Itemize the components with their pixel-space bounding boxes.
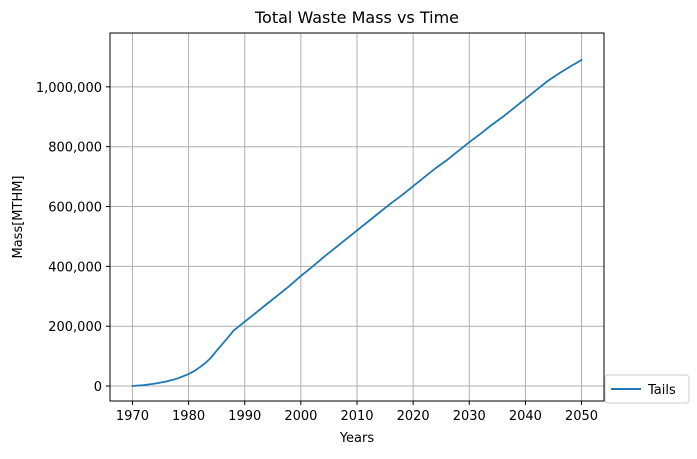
- legend-box: [604, 374, 690, 404]
- y-gridlines: [110, 86, 604, 387]
- series-layer: [131, 59, 583, 387]
- x-tick-label: 2030: [453, 409, 486, 424]
- x-tick-label: 2020: [397, 409, 430, 424]
- y-tick-label: 800,000: [48, 141, 102, 156]
- x-axis-ticks: 1970 1980 1990 2000 2010 2020 2030 2040 2050: [116, 401, 598, 424]
- y-tick-label: 400,000: [48, 260, 102, 275]
- y-axis-ticks: 0 200,000 400,000 600,000 800,000 1,000,000: [36, 81, 110, 395]
- y-tick-label: 600,000: [48, 201, 102, 216]
- x-tick-label: 2040: [509, 409, 542, 424]
- series-line-tails: [131, 59, 583, 387]
- x-tick-label: 1990: [228, 409, 261, 424]
- chart-title: Total Waste Mass vs Time: [254, 8, 459, 27]
- x-tick-label: 2010: [340, 409, 373, 424]
- x-axis-label: Years: [339, 431, 375, 446]
- y-tick-label: 200,000: [48, 320, 102, 335]
- x-tick-label: 1980: [172, 409, 205, 424]
- legend: Tails: [604, 374, 690, 404]
- x-tick-label: 2000: [284, 409, 317, 424]
- y-tick-label: 0: [94, 380, 102, 395]
- y-axis-label: Mass[MTHM]: [11, 175, 26, 258]
- x-tick-label: 2050: [565, 409, 598, 424]
- legend-label-tails: Tails: [647, 383, 676, 398]
- x-tick-label: 1970: [116, 409, 149, 424]
- y-tick-label: 1,000,000: [36, 81, 102, 96]
- x-gridlines: [131, 33, 583, 401]
